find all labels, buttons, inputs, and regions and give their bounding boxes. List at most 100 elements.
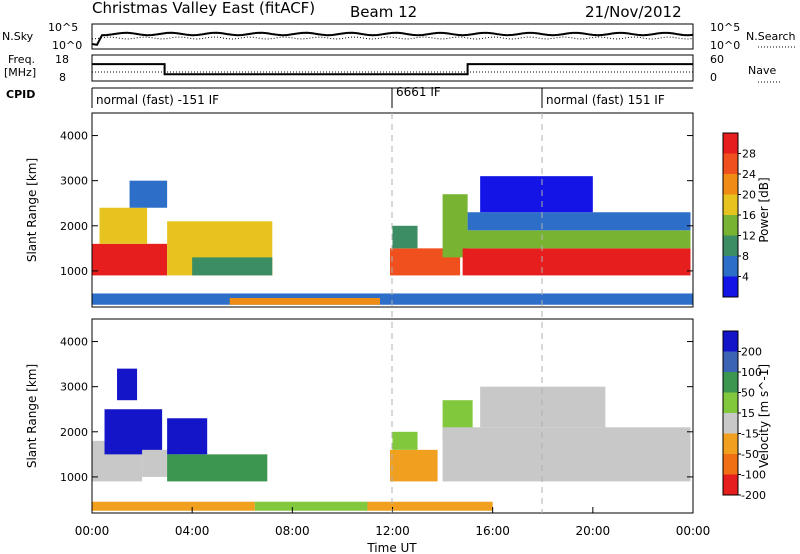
cpid-row: CPID normal (fast) -151 IF 6661 IF norma… xyxy=(6,85,693,108)
power-region-0 xyxy=(92,243,168,276)
power-colorbar-swatch-1 xyxy=(723,153,738,175)
xtick-label-3: 12:00 xyxy=(375,524,410,538)
cpid-segment-3: normal (fast) 151 IF xyxy=(546,93,665,107)
power-ylabel: Slant Range [km] xyxy=(25,158,39,262)
beam-title: Beam 12 xyxy=(350,3,417,21)
velocity-region-13 xyxy=(392,431,418,450)
velocity-colorbar-tick-label-5: -50 xyxy=(741,448,759,461)
xtick-label-5: 20:00 xyxy=(576,524,611,538)
power-region-12 xyxy=(92,293,693,305)
velocity-colorbar-tick-label-2: 50 xyxy=(741,387,755,400)
velocity-ylabel: Slant Range [km] xyxy=(25,364,39,468)
velocity-colorbar-tick-label-7: -200 xyxy=(741,489,766,502)
power-heatmap xyxy=(92,176,693,305)
noise-panel: N.Sky 10^5 10^0 10^5 10^0 N.Search xyxy=(2,21,796,52)
power-colorbar-tick-label-3: 16 xyxy=(742,209,756,222)
power-region-8 xyxy=(462,248,691,276)
velocity-region-7 xyxy=(92,501,255,511)
xtick-label-2: 08:00 xyxy=(275,524,310,538)
freq-right-tick-top: 60 xyxy=(710,53,724,66)
velocity-xlabel: Time UT xyxy=(366,541,417,554)
nsearch-trace xyxy=(91,36,694,40)
power-region-13 xyxy=(229,297,380,305)
power-colorbar-swatch-2 xyxy=(723,174,738,195)
velocity-colorbar-tick-label-1: 100 xyxy=(741,366,762,379)
velocity-colorbar-swatch-5 xyxy=(723,433,738,455)
station-title: Christmas Valley East (fitACF) xyxy=(92,0,315,17)
power-region-11 xyxy=(480,176,593,213)
velocity-colorbar-swatch-2 xyxy=(723,372,738,393)
cpid-segment-1: normal (fast) -151 IF xyxy=(96,93,219,107)
xtick-label-6: 00:00 xyxy=(676,524,711,538)
power-colorbar-swatch-6 xyxy=(723,256,738,277)
velocity-colorbar-swatch-7 xyxy=(723,474,738,496)
freq-left-tick-top: 18 xyxy=(55,53,69,66)
velocity-ytick-label-2: 3000 xyxy=(60,381,88,394)
velocity-region-4 xyxy=(167,418,208,455)
velocity-region-11 xyxy=(442,427,691,482)
cpid-segment-2: 6661 IF xyxy=(396,85,441,99)
power-colorbar-tick-label-2: 12 xyxy=(742,230,756,243)
velocity-colorbar-tick-label-3: 15 xyxy=(741,407,755,420)
power-colorbar-tick-label-1: 8 xyxy=(742,250,749,263)
velocity-region-12 xyxy=(480,386,606,428)
noise-right-tick-bottom: 10^0 xyxy=(710,39,740,52)
velocity-region-1 xyxy=(104,409,163,455)
velocity-ytick-label-3: 4000 xyxy=(60,336,88,349)
power-region-4 xyxy=(192,257,273,276)
velocity-panel: 1000 2000 3000 4000 00:00 04:00 08:00 12:00 16:… xyxy=(25,318,771,554)
velocity-region-5 xyxy=(167,454,268,482)
velocity-colorbar-swatch-4 xyxy=(723,413,738,434)
velocity-colorbar-swatch-0 xyxy=(723,331,738,352)
cpid-label: CPID xyxy=(6,88,35,101)
nsearch-label: N.Search xyxy=(746,30,796,43)
velocity-y-axis: 1000 2000 3000 4000 xyxy=(60,336,693,484)
power-colorbar: 4 8 12 16 20 24 28 xyxy=(722,132,756,298)
power-ytick-label-0: 1000 xyxy=(60,265,88,278)
xtick-label-1: 04:00 xyxy=(175,524,210,538)
velocity-colorbar-tick-label-0: 200 xyxy=(741,346,762,359)
power-region-2 xyxy=(129,180,168,208)
power-colorbar-tick-label-5: 24 xyxy=(742,168,756,181)
velocity-colorbar-swatch-1 xyxy=(723,351,738,373)
power-axes-frame xyxy=(91,112,694,308)
velocity-region-8 xyxy=(389,449,438,482)
power-y-axis: 1000 2000 3000 4000 xyxy=(60,130,693,278)
velocity-colorbar: 200 100 50 15 -15 -50 -100 -200 xyxy=(722,330,766,502)
xtick-label-4: 16:00 xyxy=(475,524,510,538)
freq-right-tick-bottom: 0 xyxy=(710,71,717,84)
power-colorbar-swatch-5 xyxy=(723,235,738,257)
velocity-colorbar-swatch-6 xyxy=(723,454,738,475)
power-ytick-label-1: 2000 xyxy=(60,220,88,233)
frequency-panel: Freq. [MHz] 18 8 60 0 Nave xyxy=(4,53,780,84)
power-region-1 xyxy=(99,207,148,244)
velocity-ytick-label-1: 2000 xyxy=(60,426,88,439)
velocity-colorbar-tick-label-4: -15 xyxy=(741,428,759,441)
date-title: 21/Nov/2012 xyxy=(585,3,682,21)
freq-left-tick-bottom: 8 xyxy=(59,71,66,84)
velocity-x-axis: 00:00 04:00 08:00 12:00 16:00 20:00 00:00 xyxy=(75,507,711,538)
noise-left-tick-top: 10^5 xyxy=(48,21,78,34)
power-colorbar-tick-label-0: 4 xyxy=(742,271,749,284)
power-region-9 xyxy=(462,230,691,249)
frequency-trace xyxy=(92,63,693,76)
power-colorbar-label: Power [dB] xyxy=(757,177,771,242)
power-region-6 xyxy=(392,225,418,249)
power-ytick-label-2: 3000 xyxy=(60,175,88,188)
nsky-label: N.Sky xyxy=(2,30,34,43)
noise-left-tick-bottom: 10^0 xyxy=(52,39,82,52)
velocity-region-9 xyxy=(367,501,493,511)
velocity-colorbar-tick-label-6: -100 xyxy=(741,469,766,482)
power-colorbar-swatch-3 xyxy=(723,194,738,216)
power-ytick-label-3: 4000 xyxy=(60,130,88,143)
velocity-region-6 xyxy=(254,501,368,511)
xtick-label-0: 00:00 xyxy=(75,524,110,538)
velocity-heatmap xyxy=(92,368,691,511)
velocity-colorbar-label: Velocity [m s^-1] xyxy=(757,364,771,468)
velocity-ytick-label-0: 1000 xyxy=(60,471,88,484)
nave-label: Nave xyxy=(748,64,776,77)
freq-label-line1: Freq. xyxy=(8,53,35,66)
noise-right-tick-top: 10^5 xyxy=(710,21,740,34)
power-colorbar-tick-label-4: 20 xyxy=(742,189,756,202)
